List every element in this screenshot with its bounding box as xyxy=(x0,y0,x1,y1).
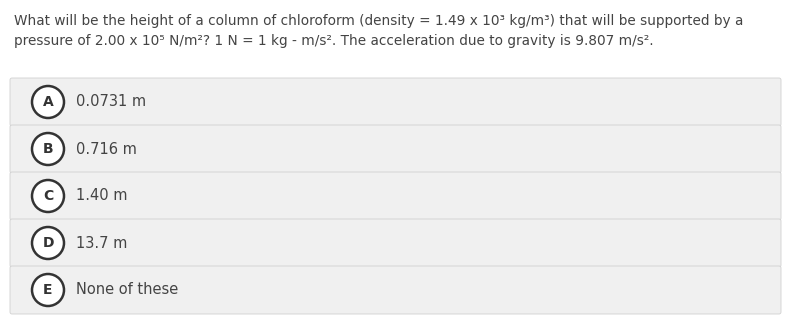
Ellipse shape xyxy=(32,274,64,306)
FancyBboxPatch shape xyxy=(10,125,781,173)
Text: pressure of 2.00 x 10⁵ N/m²? 1 N = 1 kg - m/s². The acceleration due to gravity : pressure of 2.00 x 10⁵ N/m²? 1 N = 1 kg … xyxy=(14,34,653,48)
Text: A: A xyxy=(43,95,53,109)
Text: 13.7 m: 13.7 m xyxy=(76,236,127,250)
Text: What will be the height of a column of chloroform (density = 1.49 x 10³ kg/m³) t: What will be the height of a column of c… xyxy=(14,14,744,28)
Text: None of these: None of these xyxy=(76,282,178,298)
Text: E: E xyxy=(44,283,53,297)
Text: 0.0731 m: 0.0731 m xyxy=(76,94,146,110)
FancyBboxPatch shape xyxy=(10,78,781,126)
FancyBboxPatch shape xyxy=(10,219,781,267)
Text: 1.40 m: 1.40 m xyxy=(76,188,127,204)
Ellipse shape xyxy=(32,180,64,212)
FancyBboxPatch shape xyxy=(10,172,781,220)
Ellipse shape xyxy=(32,133,64,165)
Text: D: D xyxy=(42,236,54,250)
FancyBboxPatch shape xyxy=(10,266,781,314)
Text: B: B xyxy=(43,142,53,156)
Text: C: C xyxy=(43,189,53,203)
Ellipse shape xyxy=(32,86,64,118)
Text: 0.716 m: 0.716 m xyxy=(76,142,137,156)
Ellipse shape xyxy=(32,227,64,259)
